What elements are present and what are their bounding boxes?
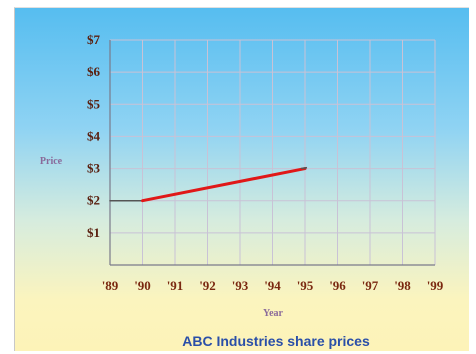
x-tick-label: '96 — [329, 278, 346, 293]
y-tick-label: $2 — [87, 193, 100, 208]
y-tick-label: $5 — [87, 96, 101, 111]
x-axis-label: Year — [263, 308, 284, 319]
x-tick-label: '91 — [167, 278, 184, 293]
x-tick-label: '98 — [394, 278, 411, 293]
grid — [110, 39, 436, 265]
x-tick-label: '97 — [362, 278, 379, 293]
y-tick-labels: $1 $2 $3 $4 $5 $6 $7 — [87, 32, 101, 240]
series-line-stub — [300, 166, 308, 170]
y-tick-label: $1 — [87, 225, 100, 240]
y-tick-label: $7 — [87, 32, 101, 47]
axes — [109, 40, 435, 266]
series-line — [141, 167, 307, 203]
x-tick-label: '94 — [264, 278, 281, 293]
y-tick-label: $3 — [87, 161, 101, 176]
x-tick-label: '93 — [232, 278, 249, 293]
x-tick-labels: '89 '90 '91 '92 '93 '94 '95 '96 '97 '98 '99 — [102, 278, 444, 293]
x-tick-label: '90 — [134, 278, 151, 293]
y-tick-label: $6 — [87, 64, 101, 79]
x-tick-label: '95 — [297, 278, 314, 293]
chart-frame — [14, 7, 469, 351]
y-axis-label: Price — [40, 156, 63, 167]
y-tick-label: $4 — [87, 128, 101, 143]
series — [109, 166, 308, 203]
x-tick-label: '99 — [427, 278, 444, 293]
x-tick-label: '89 — [102, 278, 119, 293]
chart-title: ABC Industries share prices — [182, 333, 370, 349]
x-tick-label: '92 — [199, 278, 216, 293]
